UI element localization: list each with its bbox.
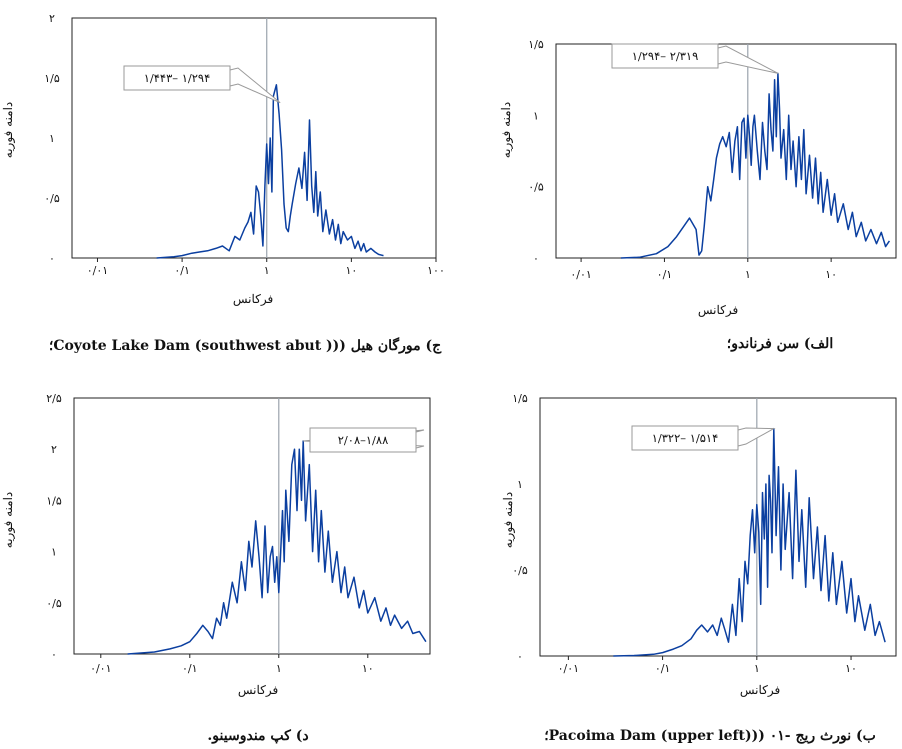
callout-pointer [737,427,776,447]
x-axis-label: فرکانس [740,683,780,697]
callout-pointer [229,67,281,104]
x-tick-label: ۱ [754,662,760,675]
plot-frame [73,397,431,655]
y-tick-label: ۰/۵ [528,181,544,194]
y-axis-label: دامنه فوریه [1,492,15,548]
x-tick-label: ۰/۰۱ [90,662,111,675]
y-tick-label: ۰ [51,648,57,661]
callout-pointer [717,45,779,74]
callout-label: ۲/۳۱۹ –۱/۲۹۴ [632,49,699,63]
x-tick-label: ۱۰ [825,268,837,281]
fourier-series-line [127,440,427,655]
fourier-series-line [156,84,384,259]
y-axis-label: دامنه فوریه [501,492,515,548]
y-tick-label: ۱/۵ [512,392,528,405]
y-axis-label: دامنه فوریه [1,102,15,158]
y-tick-label: ۱/۵ [44,72,60,85]
y-tick-label: ۰/۵ [44,192,60,205]
chart-be: ۰/۰۱ ۰/۱ ۱ ۱۰ ۰ ۰/۵ ۱ ۱/۵ ۱/۵۱۴ –۱/۳۲۲ فرکانس دامن… [501,392,897,744]
chart-jim: ۰/۰۱ ۰/۱ ۱ ۱۰ ۱۰۰ ۰ ۰/۵ ۱ ۱/۵ ۲ ۱/۲۹۴ –۱/۴۴۳ فرکانس… [1,12,445,354]
y-tick-label: ۱ [533,109,539,122]
y-axis-label: دامنه فوریه [499,102,513,158]
x-tick-label: ۱۰۰ [427,264,445,277]
fourier-series-line [620,72,891,259]
y-tick-label: ۱/۵ [528,38,544,51]
chart-caption: ب) نورث ریج -۰۱ ((Pacoima Dam (upper lef… [544,728,876,744]
x-axis-label: فرکانس [238,683,278,697]
callout-box [611,43,719,69]
plot-frame [539,397,897,657]
x-tick-label: ۰/۰۱ [570,268,591,281]
chart-alef: ۰/۰۱ ۰/۱ ۱ ۱۰ ۰ ۰/۵ ۱ ۱/۵ ۲/۳۱۹ –۱/۲۹۴ فرکانس دامن… [499,38,897,352]
callout-box [123,65,231,91]
x-tick-label: ۰/۱ [655,662,671,675]
chart-dal: ۰/۰۱ ۰/۱ ۱ ۱۰ ۰ ۰/۵ ۱ ۱/۵ ۲ ۲/۵ ۱/۸۸–۲/۰۸ فرکانس دام… [1,392,431,744]
x-tick-label: ۰/۱ [174,264,190,277]
callout-label: ۱/۸۸–۲/۰۸ [338,433,389,447]
y-tick-label: ۰ [49,252,55,265]
y-tick-label: ۰ [517,650,523,663]
x-tick-label: ۰/۰۱ [87,264,108,277]
x-axis-label: فرکانس [698,303,738,317]
x-tick-label: ۰/۱ [182,662,198,675]
fourier-series-line [613,427,886,657]
plot-frame [71,17,437,259]
y-tick-label: ۰/۵ [46,597,62,610]
x-tick-label: ۰/۰۱ [558,662,579,675]
x-tick-label: ۱ [276,662,282,675]
callout-label: ۱/۲۹۴ –۱/۴۴۳ [144,71,211,85]
y-tick-label: ۲ [51,443,57,456]
callout-label: ۱/۵۱۴ –۱/۳۲۲ [652,431,719,445]
callout-box [309,427,417,453]
y-tick-label: ۰/۵ [512,564,528,577]
plot-frame [555,43,897,259]
y-tick-label: ۰ [533,252,539,265]
x-tick-label: ۱۰ [362,662,374,675]
x-tick-label: ۰/۱ [657,268,673,281]
x-tick-label: ۱۰ [845,662,857,675]
y-tick-label: ۱ [517,478,523,491]
x-tick-label: ۱ [264,264,270,277]
chart-caption: الف) سن فرناندو؛ [727,336,833,352]
y-tick-label: ۱/۵ [46,494,62,507]
chart-caption: ج) مورگان هیل ((Coyote Lake Dam (southwe… [49,337,442,354]
y-tick-label: ۱ [51,546,57,559]
x-axis-label: فرکانس [233,292,273,306]
callout-box [631,425,739,451]
y-tick-label: ۲ [49,12,55,25]
y-tick-label: ۲/۵ [46,392,62,405]
x-tick-label: ۱ [745,268,751,281]
y-tick-label: ۱ [49,132,55,145]
x-tick-label: ۱۰ [345,264,357,277]
chart-caption: د) کپ مندوسینو. [207,728,308,744]
